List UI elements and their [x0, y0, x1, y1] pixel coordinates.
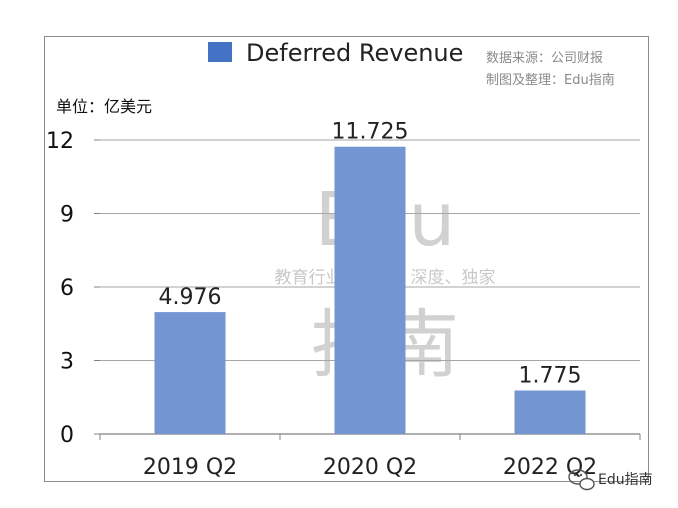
- corner-watermark: Edu指南: [598, 472, 653, 488]
- legend-label: Deferred Revenue: [246, 39, 463, 67]
- data-label-2022-q2: 1.775: [519, 364, 582, 389]
- x-tick-label-2020-q2: 2020 Q2: [323, 455, 417, 480]
- legend-swatch: [208, 42, 232, 62]
- data-labels: 4.976 11.725 1.775: [159, 120, 582, 389]
- bar-2022-q2: [514, 390, 586, 434]
- wechat-icon: [568, 469, 595, 491]
- y-tick-label-3: 3: [60, 350, 74, 375]
- y-tick-label-9: 9: [60, 203, 74, 228]
- bar-2020-q2: [334, 146, 406, 435]
- source-note-line-2: 制图及整理：Edu指南: [486, 72, 615, 88]
- x-tick-label-2019-q2: 2019 Q2: [143, 455, 237, 480]
- y-tick-label-0: 0: [60, 423, 74, 448]
- bar-2019-q2: [154, 312, 226, 434]
- legend: Deferred Revenue: [208, 39, 463, 67]
- x-axis-ticks: 2019 Q2 2020 Q2 2022 Q2: [143, 455, 597, 480]
- data-label-2020-q2: 11.725: [332, 120, 409, 145]
- y-axis-ticks: 0 3 6 9 12: [46, 129, 74, 448]
- bars: [154, 146, 586, 435]
- unit-label: 单位：亿美元: [56, 97, 152, 116]
- y-tick-label-6: 6: [60, 276, 74, 301]
- x-tick-label-2022-q2: 2022 Q2: [503, 455, 597, 480]
- source-note-line-1: 数据来源：公司财报: [486, 51, 603, 66]
- data-label-2019-q2: 4.976: [159, 285, 222, 310]
- y-tick-label-12: 12: [46, 129, 74, 154]
